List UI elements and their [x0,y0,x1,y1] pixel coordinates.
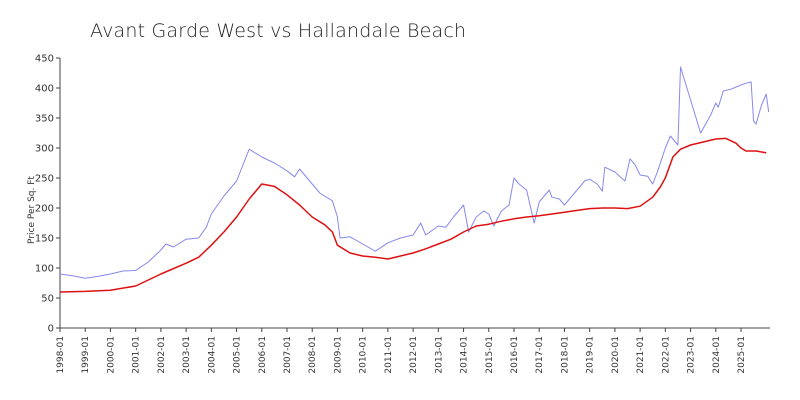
x-tick-label: 2000-01 [106,336,116,374]
y-tick-label: 150 [35,234,54,245]
x-tick-label: 2002-01 [157,336,167,374]
x-tick-label: 2017-01 [535,336,545,374]
axes: 0 50 100 150 200 250 300 350 400 450 1998-01 1999-0… [35,54,770,374]
x-tick-label: 2020-01 [611,336,621,374]
x-tick-label: 2014-01 [460,336,470,374]
x-tick-label: 2003-01 [182,336,192,374]
x-tick-label: 2010-01 [359,336,369,374]
y-tick-label: 0 [48,324,54,335]
series-layer [59,66,770,293]
chart-title: Avant Garde West vs Hallandale Beach [90,20,467,42]
y-tick-label: 450 [35,54,54,65]
x-tick-label: 2018-01 [560,336,570,374]
x-tick-label: 2004-01 [207,336,217,374]
x-tick-label: 1998-01 [56,336,66,374]
x-tick-label: 2012-01 [409,336,419,374]
x-tick-label: 2011-01 [384,336,394,374]
y-tick-label: 400 [35,84,54,95]
x-tick-label: 2019-01 [586,336,596,374]
x-tick-label: 2021-01 [636,336,646,374]
y-tick-label: 200 [35,204,54,215]
x-tick-label: 2001-01 [132,336,142,374]
y-tick-label: 50 [41,294,54,305]
y-tick-label: 350 [35,114,54,125]
x-tick-label: 2007-01 [283,336,293,374]
x-tick-label: 2006-01 [258,336,268,374]
x-tick-label: 2008-01 [308,336,318,374]
x-tick-label: 2005-01 [233,336,243,374]
x-tick-label: 2024-01 [712,336,722,374]
x-tick-label: 1999-01 [81,336,91,374]
x-tick-label: 2015-01 [485,336,495,374]
x-tick-label: 2016-01 [510,336,520,374]
series-line-2 [59,137,767,293]
series-line-1 [59,66,770,279]
y-tick-label: 250 [35,174,54,185]
y-tick-label: 100 [35,264,54,275]
x-tick-label: 2013-01 [434,336,444,374]
y-tick-label: 300 [35,144,54,155]
x-tick-label: 2022-01 [661,336,671,374]
x-tick-label: 2025-01 [737,336,747,374]
x-tick-label: 2023-01 [687,336,697,374]
x-tick-label: 2009-01 [333,336,343,374]
